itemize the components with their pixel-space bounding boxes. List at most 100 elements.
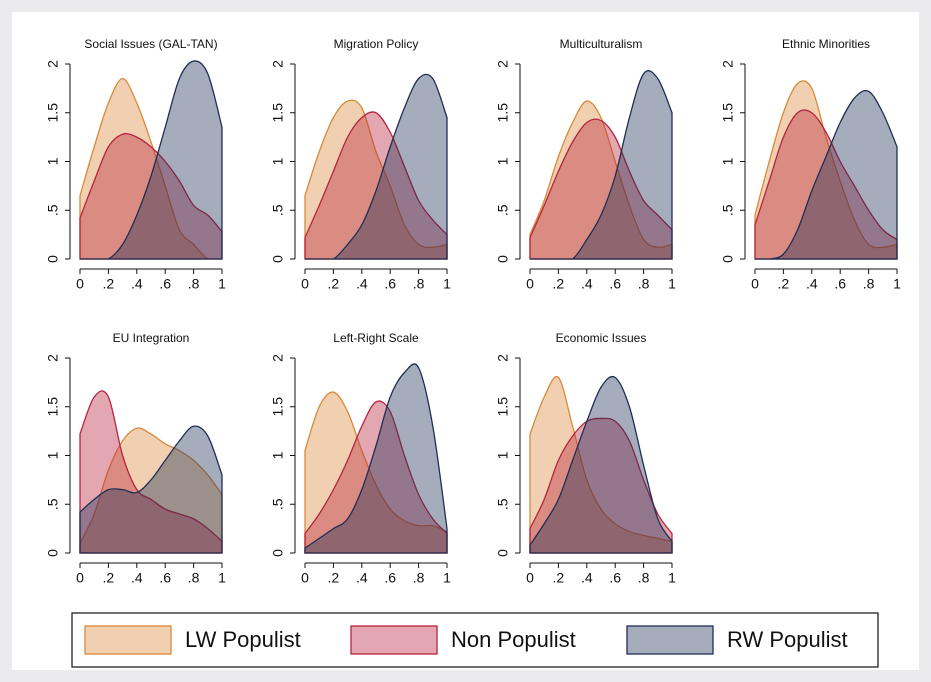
x-tick-label: .2 bbox=[778, 276, 790, 292]
x-tick-label: .6 bbox=[159, 276, 171, 292]
y-tick-label: 1 bbox=[495, 451, 511, 459]
density-area bbox=[79, 427, 223, 554]
x-tick-label: .4 bbox=[131, 276, 143, 292]
density-area bbox=[79, 77, 222, 260]
x-tick-label: 0 bbox=[76, 276, 84, 292]
density-area bbox=[304, 111, 448, 260]
legend-label: RW Populist bbox=[727, 627, 848, 652]
x-tick-label: .4 bbox=[131, 570, 143, 586]
legend-label: Non Populist bbox=[451, 627, 576, 652]
x-tick-label: .4 bbox=[356, 570, 368, 586]
x-tick-label: 0 bbox=[301, 570, 309, 586]
density-area bbox=[79, 425, 223, 554]
y-tick-label: 1.5 bbox=[45, 397, 61, 417]
y-tick-label: 1 bbox=[270, 157, 286, 165]
x-tick-label: .8 bbox=[638, 570, 650, 586]
x-tick-label: .2 bbox=[103, 570, 115, 586]
panel-title: Left-Right Scale bbox=[333, 331, 419, 345]
density-area bbox=[79, 390, 223, 554]
density-area bbox=[754, 109, 898, 260]
x-tick-label: .2 bbox=[553, 570, 565, 586]
y-tick-label: 1 bbox=[720, 157, 736, 165]
y-tick-label: 0 bbox=[270, 255, 286, 263]
x-tick-label: 1 bbox=[443, 570, 451, 586]
panel-title: Ethnic Minorities bbox=[782, 37, 870, 51]
panel-title: EU Integration bbox=[113, 331, 190, 345]
x-tick-label: 0 bbox=[76, 570, 84, 586]
y-tick-label: .5 bbox=[45, 204, 61, 216]
x-tick-label: .6 bbox=[159, 570, 171, 586]
density-area bbox=[80, 60, 223, 260]
density-area bbox=[79, 133, 223, 260]
x-tick-label: 1 bbox=[218, 276, 226, 292]
y-tick-label: 1.5 bbox=[270, 103, 286, 123]
density-area bbox=[304, 400, 448, 554]
density-area bbox=[529, 417, 673, 554]
density-area bbox=[529, 118, 673, 260]
x-tick-label: .2 bbox=[328, 276, 340, 292]
y-tick-label: .5 bbox=[270, 204, 286, 216]
density-area bbox=[529, 375, 673, 554]
x-tick-label: .8 bbox=[413, 276, 425, 292]
y-tick-label: 2 bbox=[720, 60, 736, 68]
density-area bbox=[755, 89, 898, 260]
x-tick-label: .6 bbox=[834, 276, 846, 292]
y-tick-label: 0 bbox=[495, 549, 511, 557]
x-tick-label: .4 bbox=[356, 276, 368, 292]
y-tick-label: .5 bbox=[270, 498, 286, 510]
y-tick-label: 2 bbox=[45, 354, 61, 362]
y-tick-label: 2 bbox=[45, 60, 61, 68]
x-tick-label: 1 bbox=[668, 570, 676, 586]
y-tick-label: 2 bbox=[270, 354, 286, 362]
y-tick-label: .5 bbox=[45, 498, 61, 510]
density-area bbox=[529, 375, 673, 554]
legend-swatch bbox=[626, 625, 714, 655]
x-tick-label: .2 bbox=[553, 276, 565, 292]
x-tick-label: .6 bbox=[384, 570, 396, 586]
y-tick-label: 1 bbox=[45, 451, 61, 459]
panel-title: Multiculturalism bbox=[560, 37, 643, 51]
x-tick-label: .4 bbox=[581, 276, 593, 292]
density-area bbox=[304, 99, 448, 260]
x-tick-label: 0 bbox=[751, 276, 759, 292]
panel-title: Economic Issues bbox=[556, 331, 647, 345]
x-tick-label: .8 bbox=[413, 570, 425, 586]
y-tick-label: 1 bbox=[495, 157, 511, 165]
x-tick-label: .2 bbox=[103, 276, 115, 292]
plot-region bbox=[12, 12, 919, 670]
y-tick-label: 0 bbox=[270, 549, 286, 557]
y-tick-label: 1.5 bbox=[270, 397, 286, 417]
density-area bbox=[304, 391, 448, 554]
density-area bbox=[304, 363, 448, 554]
legend-swatch bbox=[350, 625, 438, 655]
x-tick-label: 0 bbox=[526, 570, 534, 586]
y-tick-label: .5 bbox=[495, 204, 511, 216]
x-tick-label: .6 bbox=[609, 276, 621, 292]
x-tick-label: .2 bbox=[328, 570, 340, 586]
x-tick-label: .8 bbox=[638, 276, 650, 292]
y-tick-label: 2 bbox=[270, 60, 286, 68]
y-tick-label: 2 bbox=[495, 354, 511, 362]
x-tick-label: .6 bbox=[609, 570, 621, 586]
density-area bbox=[530, 70, 673, 260]
legend-label: LW Populist bbox=[185, 627, 301, 652]
y-tick-label: 1.5 bbox=[495, 397, 511, 417]
x-tick-label: .4 bbox=[806, 276, 818, 292]
density-area bbox=[305, 73, 448, 260]
y-tick-label: 0 bbox=[720, 255, 736, 263]
legend-swatch bbox=[84, 625, 172, 655]
panel-title: Migration Policy bbox=[334, 37, 419, 51]
y-tick-label: 1 bbox=[45, 157, 61, 165]
x-tick-label: .8 bbox=[188, 570, 200, 586]
x-tick-label: .4 bbox=[581, 570, 593, 586]
x-tick-label: .8 bbox=[863, 276, 875, 292]
y-tick-label: .5 bbox=[495, 498, 511, 510]
y-tick-label: 1.5 bbox=[720, 103, 736, 123]
y-tick-label: 1.5 bbox=[45, 103, 61, 123]
y-tick-label: .5 bbox=[720, 204, 736, 216]
x-tick-label: 1 bbox=[218, 570, 226, 586]
y-tick-label: 1 bbox=[270, 451, 286, 459]
y-tick-label: 2 bbox=[495, 60, 511, 68]
density-area bbox=[529, 100, 673, 260]
